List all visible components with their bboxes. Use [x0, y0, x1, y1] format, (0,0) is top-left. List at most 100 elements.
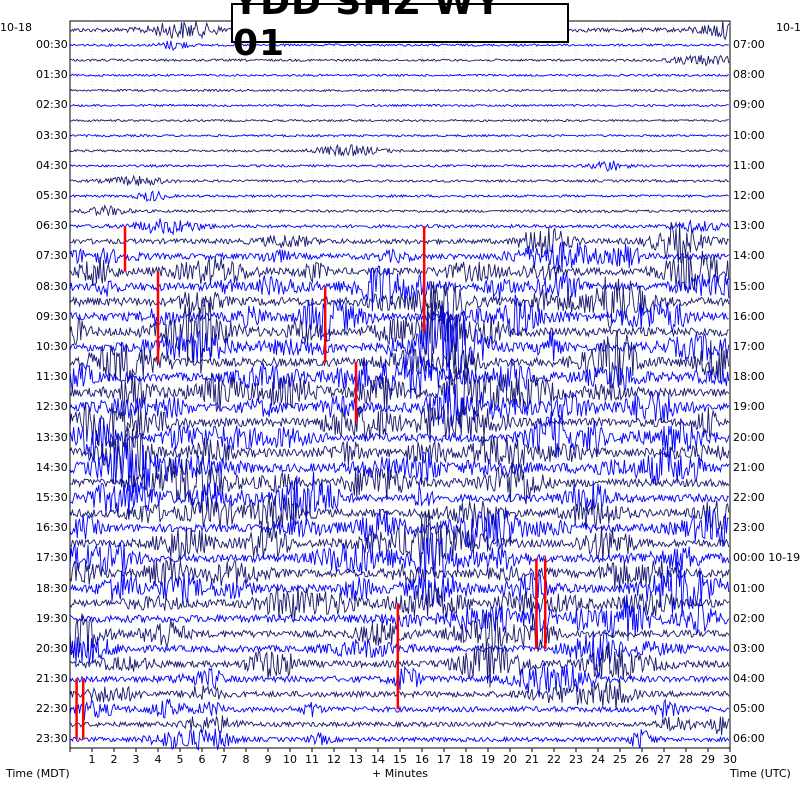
chart-title: YDD SHZ WY 01 — [231, 0, 569, 64]
left-time-label: 11:30 — [36, 370, 68, 384]
left-time-label: 12:30 — [36, 400, 68, 414]
trace-row — [69, 383, 730, 428]
left-time-label: 18:30 — [36, 581, 68, 595]
left-time-label: 03:30 — [36, 128, 68, 142]
right-time-label: 04:00 — [733, 672, 765, 686]
right-time-label: 23:00 — [733, 521, 765, 535]
trace-row — [69, 103, 729, 108]
x-tick-label: 18 — [459, 753, 473, 766]
x-tick-label: 21 — [525, 753, 539, 766]
trace-row — [69, 663, 730, 698]
trace-row — [69, 613, 730, 656]
left-time-label: 15:30 — [36, 490, 68, 504]
x-tick-label: 13 — [349, 753, 363, 766]
left-time-label: 01:30 — [36, 68, 68, 82]
x-tick-label: 26 — [635, 753, 649, 766]
right-start-date: 10-1 — [776, 21, 800, 34]
x-tick-label: 23 — [569, 753, 583, 766]
trace-row — [69, 250, 730, 291]
x-tick-label: 14 — [371, 753, 385, 766]
x-tick-label: 7 — [220, 753, 228, 766]
x-tick-label: 11 — [305, 753, 319, 766]
x-tick-label: 22 — [547, 753, 561, 766]
right-time-label: 18:00 — [733, 370, 765, 384]
right-time-label: 02:00 — [733, 611, 765, 625]
left-time-label: 08:30 — [36, 279, 68, 293]
trace-row — [69, 728, 730, 751]
trace-row — [69, 366, 730, 425]
trace-row — [69, 218, 730, 236]
x-tick-label: 15 — [393, 753, 407, 766]
right-time-label: 01:00 — [733, 581, 765, 595]
trace-row — [69, 510, 730, 573]
trace-row — [69, 88, 730, 93]
left-start-date: 10-18 — [0, 21, 32, 34]
x-tick-label: 24 — [591, 753, 605, 766]
right-time-label: 10:00 — [733, 128, 765, 142]
trace-row — [69, 294, 729, 343]
right-time-label: 11:00 — [733, 158, 765, 172]
trace-row — [69, 241, 730, 270]
right-time-label: 13:00 — [733, 219, 765, 233]
trace-row — [69, 411, 730, 463]
x-tick-label: 10 — [283, 753, 297, 766]
right-time-label: 09:00 — [733, 98, 765, 112]
x-axis-label: + Minutes — [372, 767, 429, 780]
trace-row — [69, 54, 730, 67]
trace-row — [69, 426, 730, 482]
right-time-label: 17:00 — [733, 339, 765, 353]
trace-row — [69, 330, 730, 390]
x-tick-label: 4 — [154, 753, 162, 766]
left-time-label: 21:30 — [36, 672, 68, 686]
right-time-label: 19:00 — [733, 400, 765, 414]
right-time-label: 15:00 — [733, 279, 765, 293]
left-time-label: 22:30 — [36, 702, 68, 716]
trace-row — [69, 160, 730, 172]
x-tick-label: 5 — [176, 753, 184, 766]
x-tick-label: 16 — [415, 753, 429, 766]
trace-row — [69, 133, 729, 138]
trace-row — [69, 629, 730, 672]
axis-ticks — [69, 748, 731, 752]
x-tick-label: 9 — [264, 753, 272, 766]
right-time-label: 06:00 — [733, 732, 765, 746]
trace-row — [69, 354, 730, 399]
trace-row — [69, 190, 729, 203]
x-tick-label: 2 — [110, 753, 118, 766]
trace-row — [69, 457, 730, 506]
left-time-label: 23:30 — [36, 732, 68, 746]
trace-row — [69, 40, 729, 52]
left-time-label: 16:30 — [36, 521, 68, 535]
trace-row — [69, 584, 730, 622]
x-tick-label: 28 — [679, 753, 693, 766]
trace-row — [69, 715, 730, 736]
right-time-label: 22:00 — [733, 490, 765, 504]
left-time-label: 07:30 — [36, 249, 68, 263]
left-time-label: 17:30 — [36, 551, 68, 565]
trace-row — [69, 73, 729, 78]
x-tick-label: 30 — [723, 753, 737, 766]
left-time-label: 13:30 — [36, 430, 68, 444]
left-time-label: 09:30 — [36, 309, 68, 323]
trace-row — [69, 532, 730, 588]
x-tick-label: 19 — [481, 753, 495, 766]
trace-row — [69, 561, 730, 617]
right-time-label: 20:00 — [733, 430, 765, 444]
trace-row — [69, 642, 730, 688]
x-tick-label: 12 — [327, 753, 341, 766]
trace-row — [69, 441, 730, 494]
x-tick-label: 3 — [132, 753, 140, 766]
x-tick-label: 8 — [242, 753, 250, 766]
left-time-label: 19:30 — [36, 611, 68, 625]
trace-row — [69, 557, 730, 592]
event-picks — [75, 226, 547, 740]
x-tick-label: 6 — [198, 753, 206, 766]
x-tick-label: 29 — [701, 753, 715, 766]
x-tick-label: 25 — [613, 753, 627, 766]
trace-row — [69, 118, 729, 123]
trace-row — [69, 471, 730, 525]
right-time-label: 14:00 — [733, 249, 765, 263]
trace-row — [69, 296, 730, 374]
right-time-label: 21:00 — [733, 460, 765, 474]
trace-row — [69, 143, 729, 157]
